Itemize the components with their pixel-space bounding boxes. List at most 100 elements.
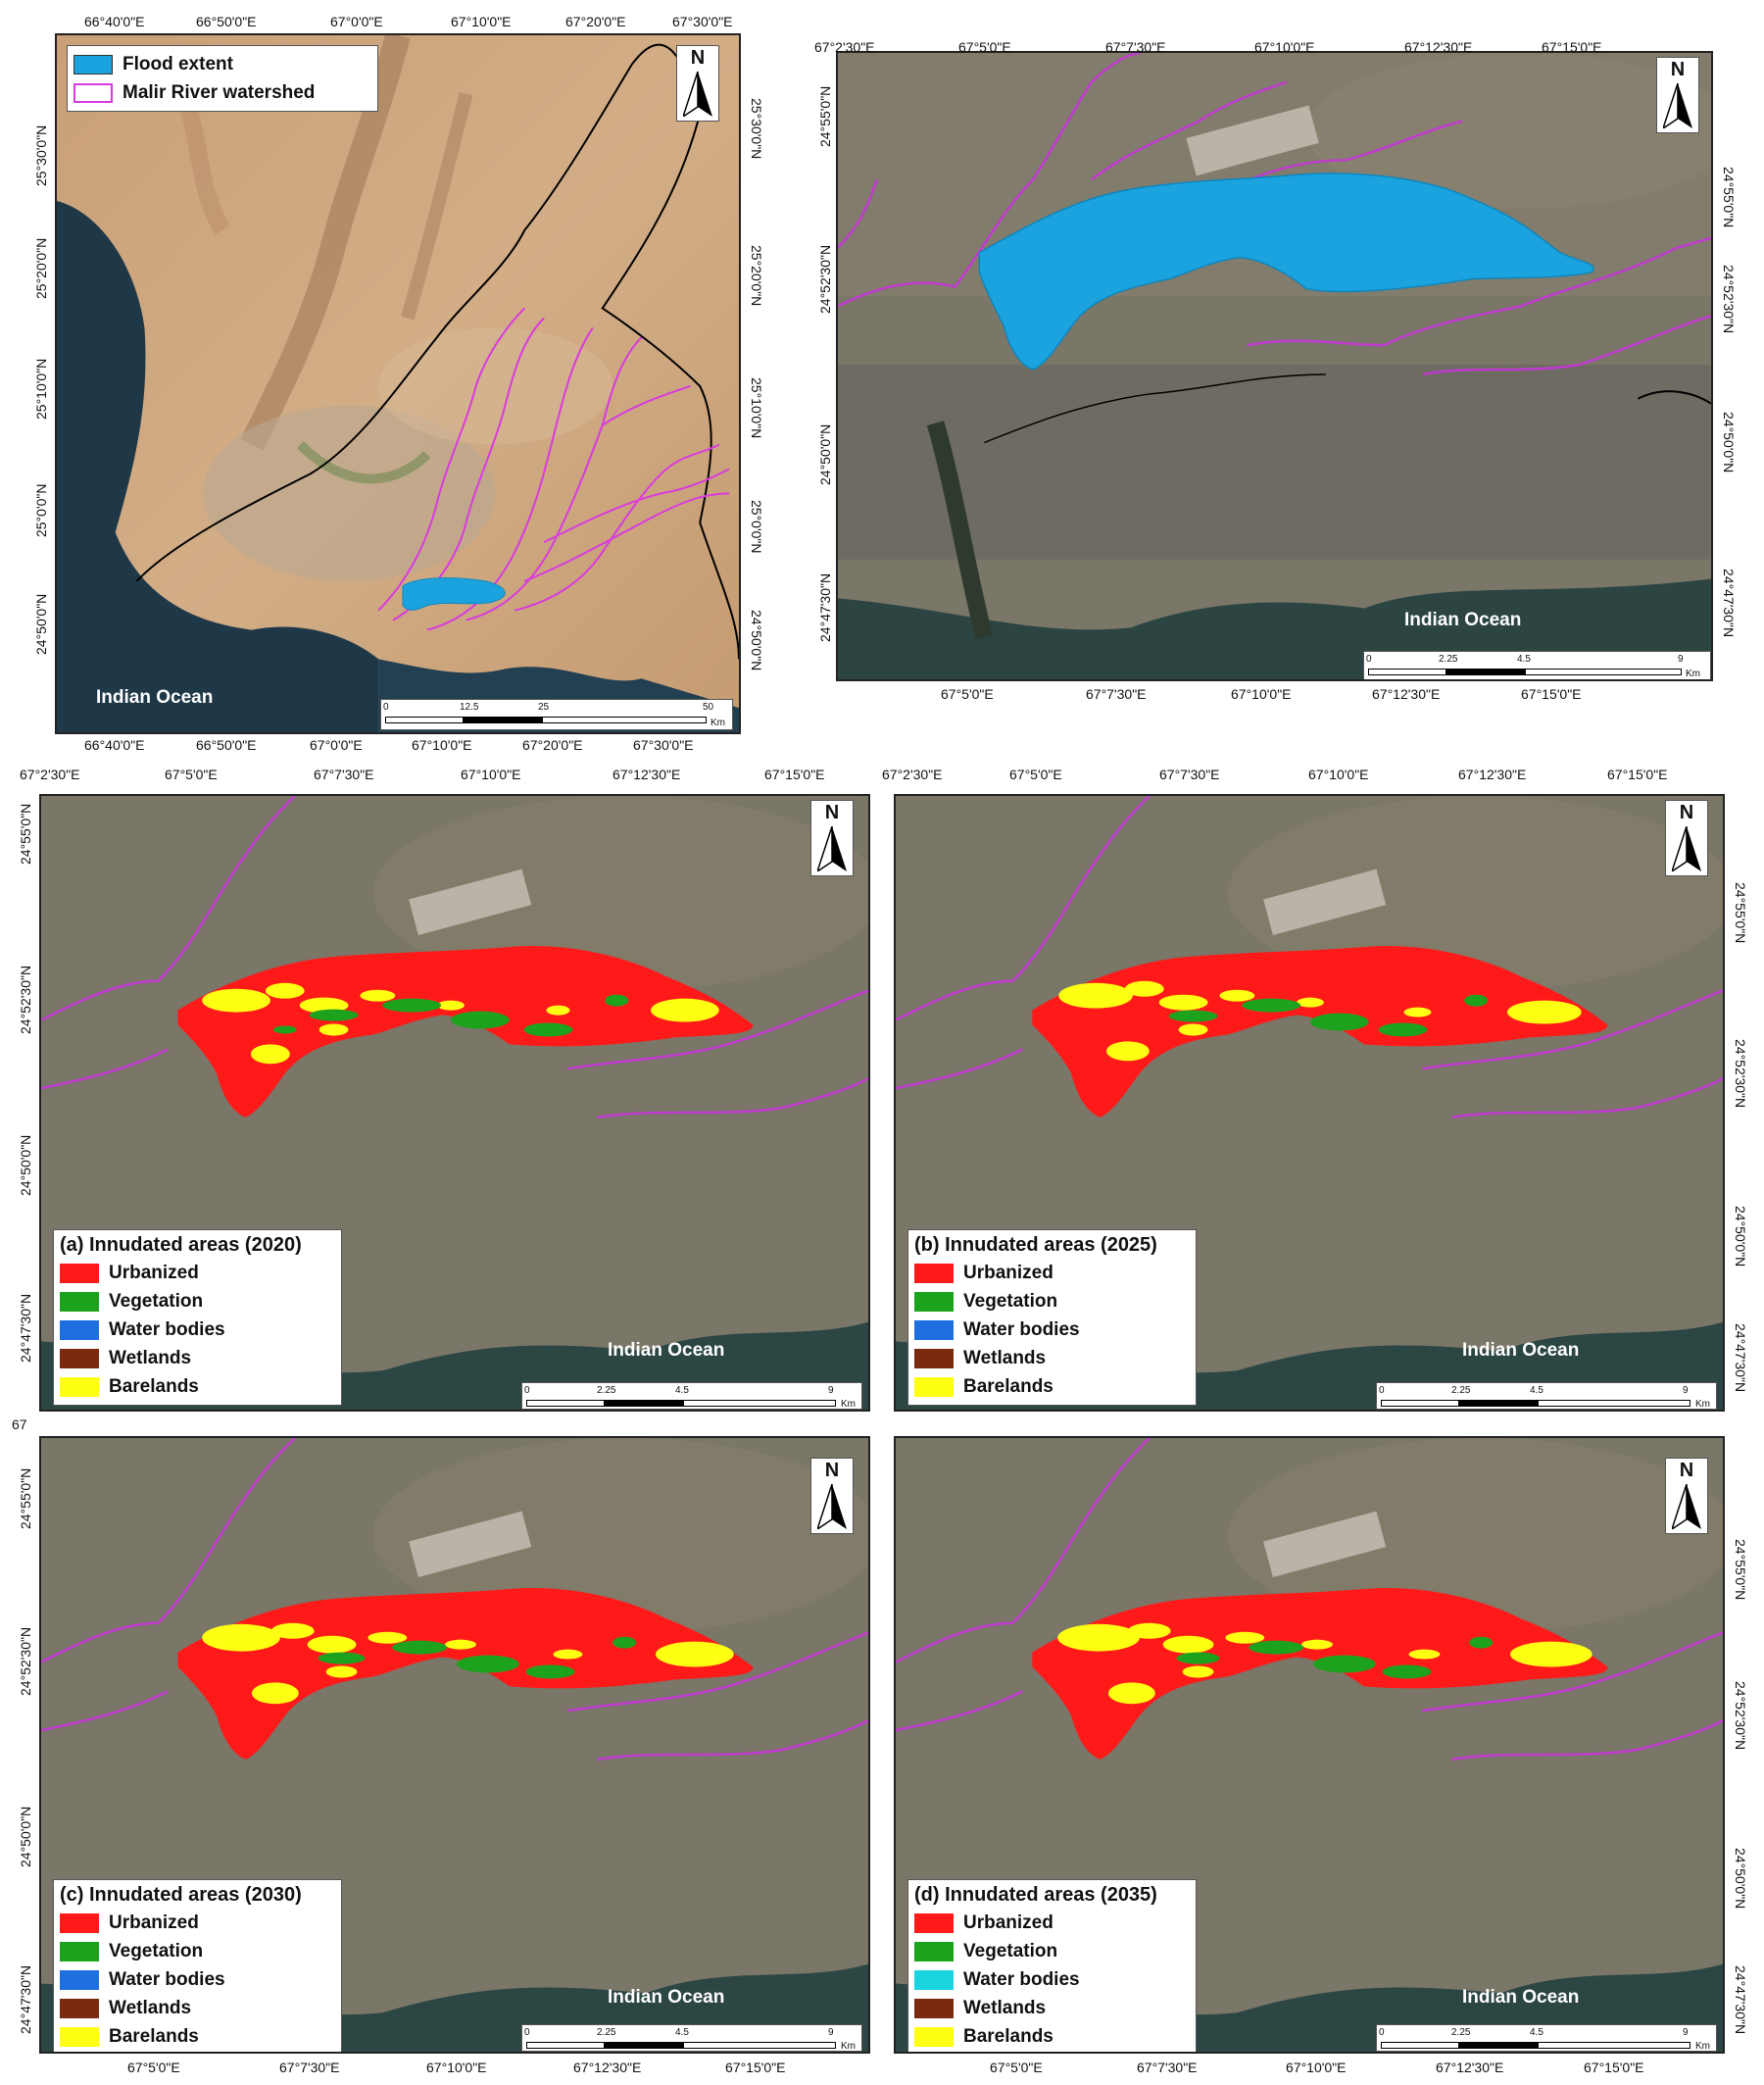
tick-label: 67°7'30"E — [1137, 2060, 1198, 2075]
legend-item-barelands: Barelands — [60, 2022, 335, 2051]
inundation-map-frame[interactable]: (c) Innudated areas (2030) Urbanized Veg… — [39, 1436, 870, 2054]
tick-label: 67°7'30"E — [1159, 767, 1220, 782]
tick-label: 24°47'30"N — [1733, 1965, 1748, 2035]
tick-label: 67°30'0"E — [633, 737, 694, 753]
tick-label: 67°10'0"E — [412, 737, 472, 753]
scale-label: 4.5 — [675, 1385, 689, 1396]
scale-label: 4.5 — [675, 2027, 689, 2038]
north-label: N — [1679, 802, 1694, 823]
scale-segment — [464, 717, 542, 723]
legend-label: Water bodies — [963, 1968, 1080, 1990]
north-label: N — [690, 47, 706, 69]
legend-label: Urbanized — [963, 1262, 1054, 1283]
scale-segment — [1446, 669, 1525, 675]
north-arrow: N — [1665, 1458, 1708, 1534]
tick-label: 67°20'0"E — [565, 14, 626, 29]
north-label: N — [1679, 1460, 1694, 1481]
tick-label: 67°10'0"E — [451, 14, 512, 29]
legend-label: Wetlands — [963, 1997, 1047, 2018]
legend-item-barelands: Barelands — [914, 2022, 1190, 2051]
north-arrow-icon — [817, 826, 847, 871]
tick-label: 67°2'30"E — [814, 39, 875, 55]
north-label: N — [824, 1460, 840, 1481]
scale-label: 0 — [383, 702, 389, 713]
tick-label: 66°40'0"E — [84, 737, 145, 753]
landcover-legend: (a) Innudated areas (2020) Urbanized Veg… — [53, 1229, 342, 1406]
scale-label: 2.25 — [1439, 654, 1458, 665]
legend-title: (a) Innudated areas (2020) — [60, 1234, 302, 1256]
landcover-legend: (c) Innudated areas (2030) Urbanized Veg… — [53, 1879, 342, 2052]
overview-map-frame[interactable]: Flood extent Malir River watershed N Ind… — [55, 33, 741, 734]
legend-label: Barelands — [963, 1375, 1054, 1397]
tick-label: 67°0'0"E — [310, 737, 363, 753]
legend-item-wetlands: Wetlands — [60, 1344, 335, 1372]
legend-item-vegetation: Vegetation — [914, 1937, 1190, 1965]
north-arrow: N — [810, 800, 854, 876]
north-arrow-icon — [683, 72, 712, 117]
north-arrow: N — [1656, 57, 1699, 133]
wetlands-swatch — [914, 1348, 954, 1368]
overview-map-imagery — [57, 35, 739, 732]
tick-label: 24°50'0"N — [1733, 1206, 1748, 1267]
north-arrow-icon — [1672, 1484, 1701, 1529]
north-arrow: N — [1665, 800, 1708, 876]
tick-label: 67°5'0"E — [165, 767, 218, 782]
tick-label: 67°10'0"E — [1286, 2060, 1347, 2075]
legend-item-barelands: Barelands — [914, 1372, 1190, 1401]
urbanized-swatch — [60, 1912, 99, 1933]
ocean-label: Indian Ocean — [1462, 1987, 1580, 2008]
legend-label: Vegetation — [109, 1940, 204, 1961]
tick-label: 25°0'0"N — [33, 483, 49, 538]
legend-item-water-bodies: Water bodies — [60, 1316, 335, 1344]
tick-label: 67°5'0"E — [958, 39, 1011, 55]
landcover-legend: (b) Innudated areas (2025) Urbanized Veg… — [907, 1229, 1197, 1406]
flood-map-frame[interactable]: N Indian Ocean 0 2.25 4.5 9 Km — [836, 51, 1713, 681]
legend-label: Flood extent — [122, 53, 233, 74]
overview-legend: Flood extent Malir River watershed — [67, 45, 378, 112]
scale-segment — [385, 717, 464, 723]
scale-segment — [1381, 2042, 1459, 2049]
scale-bar: 0 12.5 25 50 Km — [380, 699, 733, 730]
legend-item-wetlands: Wetlands — [914, 1994, 1190, 2022]
scale-segment — [1459, 2042, 1538, 2049]
inundation-map-frame[interactable]: (a) Innudated areas (2020) Urbanized Veg… — [39, 794, 870, 1412]
tick-label: 24°52'30"N — [1733, 1039, 1748, 1109]
scale-bar: 0 2.25 4.5 9 Km — [1376, 1382, 1717, 1410]
ocean-label: Indian Ocean — [1404, 610, 1522, 630]
scale-segment — [1368, 669, 1446, 675]
tick-label: 25°20'0"N — [33, 237, 49, 299]
scale-label: 9 — [828, 1385, 834, 1396]
corner-label: 67 — [12, 1416, 27, 1432]
inundation-map-frame[interactable]: (d) Innudated areas (2035) Urbanized Veg… — [894, 1436, 1725, 2054]
scale-unit: Km — [841, 1399, 856, 1410]
scale-label: 9 — [828, 2027, 834, 2038]
barelands-swatch — [60, 2026, 99, 2047]
tick-label: 67°10'0"E — [1254, 39, 1315, 55]
scale-segment — [1538, 2042, 1690, 2049]
tick-label: 67°12'30"E — [1372, 686, 1441, 702]
legend-label: Malir River watershed — [122, 81, 316, 103]
legend-label: Barelands — [109, 1375, 199, 1397]
tick-label: 67°5'0"E — [990, 2060, 1043, 2075]
vegetation-swatch — [914, 1941, 954, 1961]
scale-label: 0 — [1379, 1385, 1385, 1396]
flood-map-imagery — [838, 53, 1711, 679]
legend-label: Water bodies — [109, 1968, 225, 1990]
scale-segment — [605, 2042, 683, 2049]
scale-segment — [1381, 1400, 1459, 1407]
scale-label: 9 — [1683, 2027, 1689, 2038]
legend-item-watershed: Malir River watershed — [74, 78, 371, 107]
tick-label: 25°10'0"N — [749, 377, 764, 439]
scale-unit: Km — [841, 2041, 856, 2052]
tick-label: 24°52'30"N — [817, 244, 833, 314]
tick-label: 24°55'0"N — [817, 85, 833, 147]
legend-label: Wetlands — [109, 1347, 192, 1368]
barelands-swatch — [914, 1376, 954, 1397]
tick-label: 24°47'30"N — [1721, 569, 1737, 638]
inundation-map-frame[interactable]: (b) Innudated areas (2025) Urbanized Veg… — [894, 794, 1725, 1412]
tick-label: 24°50'0"N — [18, 1134, 33, 1196]
tick-label: 24°47'30"N — [817, 572, 833, 642]
legend-label: Urbanized — [963, 1911, 1054, 1933]
tick-label: 67°5'0"E — [127, 2060, 180, 2075]
north-arrow: N — [676, 45, 719, 122]
